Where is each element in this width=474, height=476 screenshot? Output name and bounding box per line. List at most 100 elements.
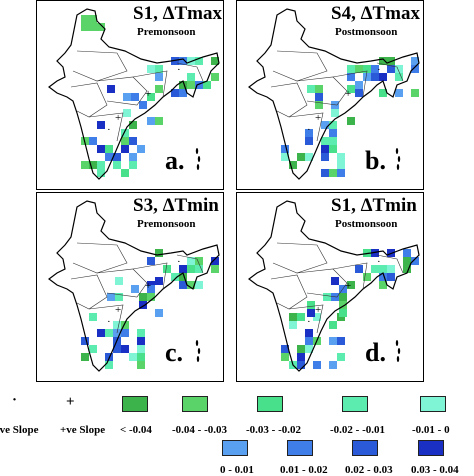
grid-cell [137, 353, 145, 361]
significance-marker: · [307, 316, 311, 328]
significance-marker: + [315, 304, 321, 316]
negative-slope-label: -ve Slope [0, 424, 39, 436]
grid-cell [321, 153, 329, 161]
grid-cell [321, 137, 329, 145]
grid-cell [121, 321, 129, 329]
grid-cell [315, 85, 323, 93]
grid-cell [307, 85, 315, 93]
legend-swatch-1 [122, 396, 148, 412]
grid-cell [163, 265, 171, 273]
map-panel-c: + · + · S3, ΔTmin Premonsoon c. [36, 192, 224, 382]
island [197, 156, 201, 162]
grid-cell [121, 137, 129, 145]
grid-cell [411, 257, 419, 265]
panel-title: S1, ΔTmin [331, 195, 417, 216]
grid-cell [147, 257, 155, 265]
grid-cell [89, 345, 97, 353]
island [397, 156, 401, 162]
grid-cell [121, 329, 129, 337]
grid-cell [187, 281, 195, 289]
grid-cell [147, 93, 155, 101]
grid-cell [403, 249, 411, 257]
state-boundary [296, 268, 348, 298]
map-panel-b: + · + · S4, ΔTmax Postmonsoon b. [236, 0, 424, 190]
grid-cell [89, 15, 97, 23]
grid-cell [113, 153, 121, 161]
grid-cell [187, 257, 195, 265]
legend-swatch-4 [342, 396, 368, 412]
legend-bin-label-1: < -0.04 [120, 424, 152, 436]
grid-cell [337, 337, 345, 345]
grid-cell [179, 273, 187, 281]
grid-cell [337, 153, 345, 161]
grid-cell [281, 153, 289, 161]
grid-cell [97, 145, 105, 153]
island [196, 164, 200, 170]
grid-cell [121, 345, 129, 353]
india-map-d: + · + · [248, 200, 420, 372]
country-outline [248, 200, 420, 372]
significance-marker: · [377, 256, 381, 268]
significance-marker: · [177, 256, 181, 268]
grid-cell [105, 145, 113, 153]
legend-bin-label-3: -0.03 - -0.02 [246, 424, 301, 436]
significance-marker: + [115, 304, 121, 316]
grid-cell [329, 169, 337, 177]
grid-cell [107, 85, 115, 93]
panel-season: Postmonsoon [335, 26, 398, 38]
grid-cell [179, 281, 187, 289]
grid-cell [121, 145, 129, 153]
grid-cell [379, 273, 387, 281]
grid-cell [89, 23, 97, 31]
state-boundary [88, 304, 124, 334]
grid-cell [195, 281, 203, 289]
grid-cell [123, 93, 131, 101]
state-boundary [272, 50, 328, 82]
india-map-c: + · + · [48, 200, 220, 372]
grid-cell [97, 23, 105, 31]
state-boundary [96, 268, 148, 298]
grid-cell [105, 153, 113, 161]
island [197, 348, 201, 354]
legend-bin-label-6: 0 - 0.01 [220, 464, 254, 476]
grid-cell [329, 321, 337, 329]
grid-cell [305, 337, 313, 345]
grid-cell [379, 57, 387, 65]
state-boundary [96, 76, 148, 106]
grid-cell [395, 89, 403, 97]
state-boundary [272, 242, 328, 274]
grid-cell [81, 23, 89, 31]
grid-cell [105, 353, 113, 361]
grid-cell [331, 109, 339, 117]
grid-cell [395, 65, 403, 73]
grid-cell [211, 73, 219, 81]
legend-swatch-6 [222, 440, 248, 456]
grid-cell [347, 281, 355, 289]
panel-title: S1, ΔTmax [133, 3, 222, 24]
grid-cell [387, 265, 395, 273]
grid-cell [115, 277, 123, 285]
grid-cell [321, 169, 329, 177]
island [196, 356, 200, 362]
grid-cell [339, 293, 347, 301]
grid-cell [81, 15, 89, 23]
grid-cell [97, 169, 105, 177]
grid-cell [363, 73, 371, 81]
grid-cell [89, 137, 97, 145]
grid-cell [321, 121, 329, 129]
grid-cell [281, 145, 289, 153]
legend-swatch-2 [182, 396, 208, 412]
grid-cell [155, 309, 163, 317]
grid-cell [297, 313, 305, 321]
grid-cell [329, 121, 337, 129]
grid-cell [139, 301, 147, 309]
grid-cell [371, 73, 379, 81]
grid-cell [155, 277, 163, 285]
india-map-b: + · + · [248, 8, 420, 180]
grid-cell [289, 321, 297, 329]
grid-cell [97, 121, 105, 129]
grid-cell [337, 169, 345, 177]
grid-cell [131, 285, 139, 293]
legend-swatch-9 [418, 440, 444, 456]
legend-bin-label-7: 0.01 - 0.02 [280, 464, 328, 476]
